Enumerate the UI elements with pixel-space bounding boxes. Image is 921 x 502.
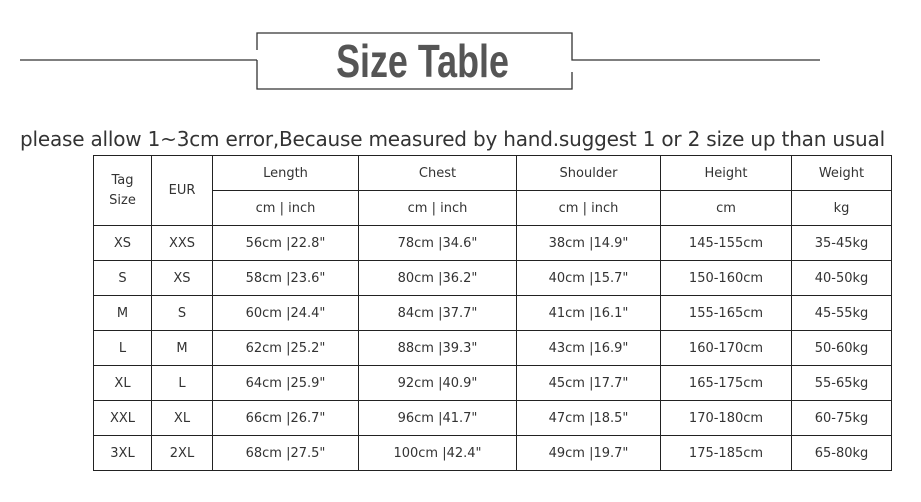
cell-height: 155-165cm (660, 295, 792, 331)
title-frame (20, 32, 820, 90)
cell-weight: 50-60kg (791, 330, 892, 366)
cell-height: 150-160cm (660, 260, 792, 296)
cell-weight: 40-50kg (791, 260, 892, 296)
header-chest: Chest (358, 155, 517, 191)
unit-length: cm | inch (212, 190, 359, 226)
size-table: Tag Size EUR Length Chest Shoulder Heigh… (93, 155, 892, 471)
table-row: 3XL 2XL 68cm |27.5" 100cm |42.4" 49cm |19.7"… (93, 435, 892, 471)
cell-weight: 35-45kg (791, 225, 892, 261)
cell-shoulder: 49cm |19.7" (516, 435, 661, 471)
cell-weight: 55-65kg (791, 365, 892, 401)
cell-tag-size: XL (93, 365, 152, 401)
header-weight: Weight (791, 155, 892, 191)
cell-height: 165-175cm (660, 365, 792, 401)
unit-chest: cm | inch (358, 190, 517, 226)
cell-eur: XXS (151, 225, 213, 261)
header-row: Tag Size EUR Length Chest Shoulder Heigh… (93, 155, 892, 226)
cell-chest: 92cm |40.9" (358, 365, 517, 401)
cell-weight: 60-75kg (791, 400, 892, 436)
cell-height: 170-180cm (660, 400, 792, 436)
cell-length: 62cm |25.2" (212, 330, 359, 366)
cell-chest: 100cm |42.4" (358, 435, 517, 471)
cell-eur: 2XL (151, 435, 213, 471)
table-row: L M 62cm |25.2" 88cm |39.3" 43cm |16.9" 160-1… (93, 330, 892, 366)
sizing-note: please allow 1~3cm error,Because measure… (20, 127, 885, 151)
cell-chest: 84cm |37.7" (358, 295, 517, 331)
cell-shoulder: 45cm |17.7" (516, 365, 661, 401)
cell-chest: 80cm |36.2" (358, 260, 517, 296)
cell-shoulder: 38cm |14.9" (516, 225, 661, 261)
header-shoulder: Shoulder (516, 155, 661, 191)
cell-eur: L (151, 365, 213, 401)
page-title: Size Table (336, 35, 509, 87)
units-row: cm | inch cm | inch cm | inch cm kg (94, 190, 892, 226)
cell-height: 145-155cm (660, 225, 792, 261)
cell-tag-size: 3XL (93, 435, 152, 471)
cell-eur: S (151, 295, 213, 331)
header-eur: EUR (151, 155, 213, 226)
cell-eur: XL (151, 400, 213, 436)
unit-shoulder: cm | inch (516, 190, 661, 226)
unit-height: cm (660, 190, 792, 226)
cell-tag-size: L (93, 330, 152, 366)
cell-eur: XS (151, 260, 213, 296)
table-row: XL L 64cm |25.9" 92cm |40.9" 45cm |17.7" 165-… (93, 365, 892, 401)
cell-length: 58cm |23.6" (212, 260, 359, 296)
cell-eur: M (151, 330, 213, 366)
cell-weight: 65-80kg (791, 435, 892, 471)
table-row: M S 60cm |24.4" 84cm |37.7" 41cm |16.1" 155-1… (93, 295, 892, 331)
cell-chest: 78cm |34.6" (358, 225, 517, 261)
header-length: Length (212, 155, 359, 191)
cell-shoulder: 43cm |16.9" (516, 330, 661, 366)
cell-shoulder: 40cm |15.7" (516, 260, 661, 296)
cell-weight: 45-55kg (791, 295, 892, 331)
header-tag-size: Tag Size (93, 155, 152, 226)
table-row: S XS 58cm |23.6" 80cm |36.2" 40cm |15.7" 150-… (93, 260, 892, 296)
table-row: XS XXS 56cm |22.8" 78cm |34.6" 38cm |14.9" 14… (93, 225, 892, 261)
cell-shoulder: 41cm |16.1" (516, 295, 661, 331)
cell-chest: 96cm |41.7" (358, 400, 517, 436)
cell-length: 60cm |24.4" (212, 295, 359, 331)
cell-length: 68cm |27.5" (212, 435, 359, 471)
cell-tag-size: M (93, 295, 152, 331)
header-height: Height (660, 155, 792, 191)
cell-height: 160-170cm (660, 330, 792, 366)
cell-length: 56cm |22.8" (212, 225, 359, 261)
cell-height: 175-185cm (660, 435, 792, 471)
cell-tag-size: S (93, 260, 152, 296)
cell-length: 66cm |26.7" (212, 400, 359, 436)
cell-tag-size: XS (93, 225, 152, 261)
cell-chest: 88cm |39.3" (358, 330, 517, 366)
table-row: XXL XL 66cm |26.7" 96cm |41.7" 47cm |18.5" 17… (93, 400, 892, 436)
unit-weight: kg (791, 190, 892, 226)
cell-tag-size: XXL (93, 400, 152, 436)
cell-shoulder: 47cm |18.5" (516, 400, 661, 436)
cell-length: 64cm |25.9" (212, 365, 359, 401)
